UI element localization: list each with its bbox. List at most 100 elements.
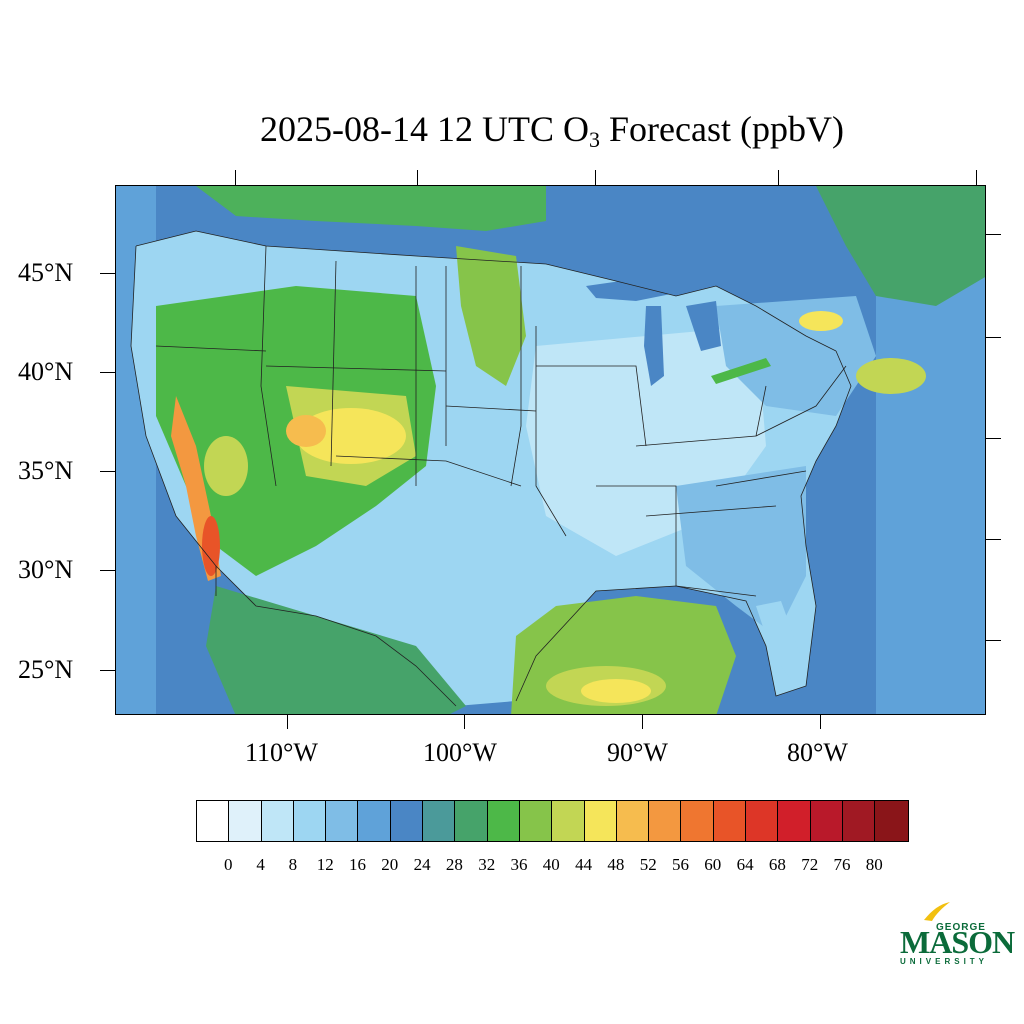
colorbar-label: 8 [288, 855, 298, 874]
lake-superior [586, 276, 686, 301]
colorbar-label: 76 [833, 855, 851, 874]
colorbar-swatch [746, 801, 779, 841]
canada-green-region [196, 186, 546, 231]
colorbar-swatch [358, 801, 391, 841]
colorbar-swatch [713, 801, 747, 841]
colorbar-label: 56 [672, 855, 689, 874]
colorbar-swatch [810, 801, 843, 841]
right-tick [986, 640, 1001, 641]
colorbar-swatch [584, 801, 617, 841]
lat-label-30n: 30°N [18, 555, 74, 584]
left-tick [100, 273, 115, 274]
colorbar-label: 28 [445, 855, 463, 874]
colorbar-swatch [875, 801, 908, 841]
bottom-tick [642, 715, 643, 729]
colorbar-labels: 0 4 8 12 16 20 24 28 32 36 40 44 48 52 56 60 64 68 72 76 80 [0, 855, 1024, 879]
lake-huron [686, 301, 721, 351]
colorbar-label: 44 [575, 855, 593, 874]
lon-label-110w: 110°W [245, 738, 318, 767]
right-tick [986, 539, 1001, 540]
top-tick [976, 170, 977, 185]
bottom-tick [464, 715, 465, 729]
colorbar [196, 800, 909, 842]
colorbar-swatch [778, 801, 811, 841]
colorbar-label: 64 [736, 855, 754, 874]
colorbar-label: 32 [478, 855, 496, 874]
colorbar-swatch [197, 801, 230, 841]
colorbar-label: 0 [224, 855, 233, 874]
colorbar-label: 36 [510, 855, 528, 874]
colorbar-swatch [293, 801, 327, 841]
left-tick [100, 670, 115, 671]
colorbar-swatch [649, 801, 682, 841]
left-tick [100, 471, 115, 472]
lon-label-100w: 100°W [423, 738, 497, 767]
lake-erie [711, 358, 771, 384]
gulf-bright-spot [581, 679, 651, 703]
title-subscript: 3 [589, 127, 601, 152]
swoosh-icon [924, 902, 950, 921]
ozone-map-svg [116, 186, 985, 714]
colorbar-swatch [261, 801, 294, 841]
colorbar-swatch [487, 801, 520, 841]
socal-red-spot [202, 516, 220, 576]
colorbar-label: 40 [542, 855, 560, 874]
right-tick [986, 438, 1001, 439]
left-tick [100, 372, 115, 373]
four-corners-hotspot [296, 408, 406, 464]
logo-george: GEORGE [936, 922, 986, 933]
colorbar-label: 12 [316, 855, 334, 874]
right-tick [986, 337, 1001, 338]
logo-mason: MASON [900, 924, 1015, 960]
colorbar-swatch [552, 801, 585, 841]
state-boundaries [130, 230, 852, 707]
lat-label-25n: 25°N [18, 655, 74, 684]
colorbar-label: 16 [349, 855, 366, 874]
lon-label-90w: 90°W [607, 738, 668, 767]
right-tick [986, 234, 1001, 235]
colorbar-label: 52 [639, 855, 657, 874]
ozone-map [115, 185, 986, 715]
nevada-hotspot [204, 436, 248, 496]
colorbar-swatch [423, 801, 456, 841]
florida [756, 601, 801, 686]
bottom-tick [820, 715, 821, 729]
plains-green-strip [456, 246, 526, 386]
colorbar-label: 20 [381, 855, 399, 874]
lat-label-35n: 35°N [18, 456, 74, 485]
colorbar-label: 4 [256, 855, 265, 874]
colorbar-swatch [842, 801, 876, 841]
mexico-land [206, 586, 466, 714]
gmu-logo: GEORGE MASON UNIVERSITY [898, 900, 1015, 970]
map-title: 2025-08-14 12 UTC O3 Forecast (ppbV) [0, 108, 1024, 153]
colorbar-swatch [455, 801, 488, 841]
canada-east-green [816, 186, 985, 306]
lat-label-45n: 45°N [18, 258, 74, 287]
colorbar-label: 60 [704, 855, 722, 874]
lon-label-80w: 80°W [787, 738, 848, 767]
left-tick [100, 570, 115, 571]
colorbar-label: 80 [865, 855, 883, 874]
colorbar-label: 48 [607, 855, 625, 874]
colorbar-label: 68 [768, 855, 786, 874]
southeast-region [676, 466, 806, 636]
top-tick [595, 170, 596, 185]
colorbar-swatch [616, 801, 650, 841]
colorbar-label: 24 [413, 855, 431, 874]
northeast-hotspot [799, 311, 843, 331]
lat-label-40n: 40°N [18, 357, 74, 386]
colorbar-swatch [390, 801, 424, 841]
colorbar-swatch [326, 801, 359, 841]
colorbar-swatch [519, 801, 553, 841]
colorbar-swatch [229, 801, 262, 841]
bottom-tick [287, 715, 288, 729]
colorbar-label: 72 [801, 855, 819, 874]
colorbar-swatch [681, 801, 714, 841]
colorado-hotspot [286, 415, 326, 447]
atlantic-hotspot [856, 358, 926, 394]
title-prefix: 2025-08-14 12 UTC O [260, 109, 590, 149]
top-tick [235, 170, 236, 185]
logo-university: UNIVERSITY [900, 957, 989, 966]
top-tick [417, 170, 418, 185]
top-tick [778, 170, 779, 185]
